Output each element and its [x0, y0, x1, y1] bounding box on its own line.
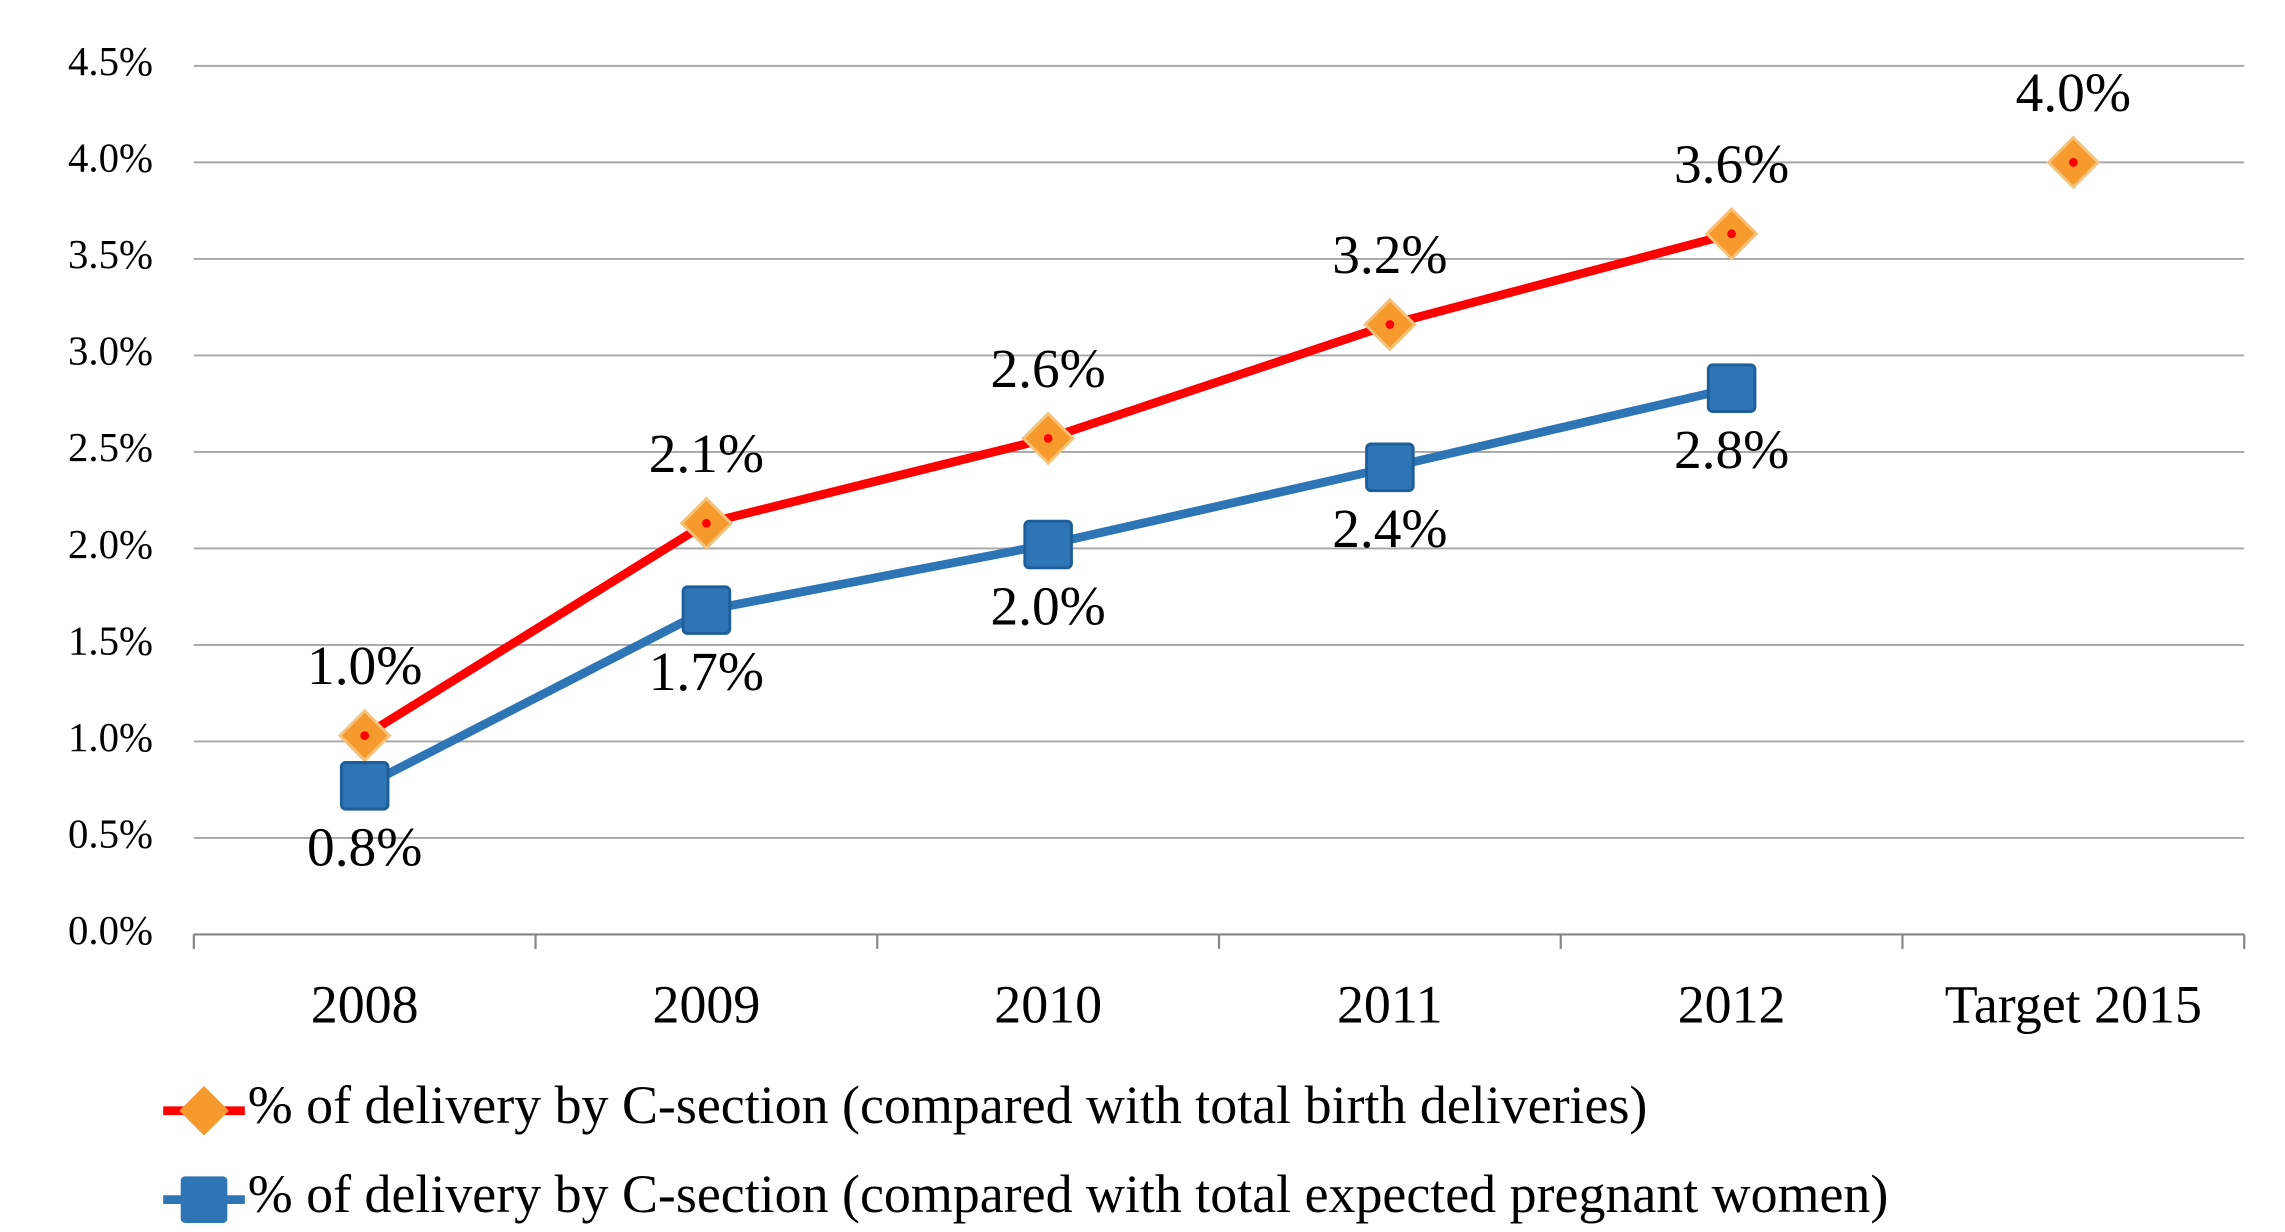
y-tick-label: 0.5% — [68, 811, 153, 856]
y-tick-label: 4.5% — [68, 39, 153, 84]
data-label: 1.7% — [649, 641, 764, 702]
y-tick-label: 3.5% — [68, 232, 153, 277]
y-tick-label: 0.0% — [68, 908, 153, 953]
x-tick-label: 2011 — [1337, 975, 1443, 1035]
data-label: 2.4% — [1332, 498, 1447, 559]
x-tick-label: Target 2015 — [1945, 975, 2202, 1035]
data-label: 2.0% — [990, 575, 1105, 636]
y-tick-label: 1.5% — [68, 618, 153, 663]
marker — [1706, 363, 1757, 413]
marker — [1023, 519, 1073, 570]
series: 0.8% 1.7% 2.0% 2.4% 2.8% — [307, 363, 1789, 878]
y-tick-label: 1.0% — [68, 715, 153, 760]
marker-center — [1043, 434, 1053, 443]
y-tick-label: 3.0% — [68, 329, 153, 374]
marker — [681, 585, 732, 635]
marker-center — [702, 518, 711, 528]
marker — [339, 761, 390, 811]
line — [362, 229, 1733, 740]
marker-center — [360, 731, 370, 740]
x-tick-label: 2010 — [994, 975, 1102, 1035]
legend-label: % of delivery by C-section (compared wit… — [248, 1075, 1648, 1135]
legend-marker — [180, 1176, 228, 1223]
marker — [1365, 442, 1415, 493]
data-label: 0.8% — [307, 817, 422, 878]
marker-center — [1727, 229, 1736, 239]
data-label: 2.8% — [1674, 419, 1789, 480]
series: 1.0% 2.1% 2.6% 3.2% 3.6% 4.0% — [307, 62, 2131, 763]
data-label: 3.6% — [1674, 133, 1789, 194]
x-tick-label: 2008 — [311, 975, 419, 1035]
y-tick-label: 4.0% — [68, 136, 153, 181]
data-label: 4.0% — [2016, 62, 2131, 123]
x-tick-label: 2009 — [653, 975, 761, 1035]
data-label: 2.1% — [649, 423, 764, 484]
marker-center — [1385, 320, 1395, 329]
data-label: 1.0% — [307, 635, 422, 696]
y-tick-label: 2.5% — [68, 425, 153, 470]
marker-center — [2068, 158, 2078, 167]
data-label: 3.2% — [1332, 224, 1447, 285]
data-label: 2.6% — [990, 338, 1105, 399]
legend-label: % of delivery by C-section (compared wit… — [248, 1164, 1889, 1224]
x-tick-label: 2012 — [1678, 975, 1786, 1035]
legend-marker — [179, 1085, 229, 1136]
y-tick-label: 2.0% — [68, 522, 153, 567]
